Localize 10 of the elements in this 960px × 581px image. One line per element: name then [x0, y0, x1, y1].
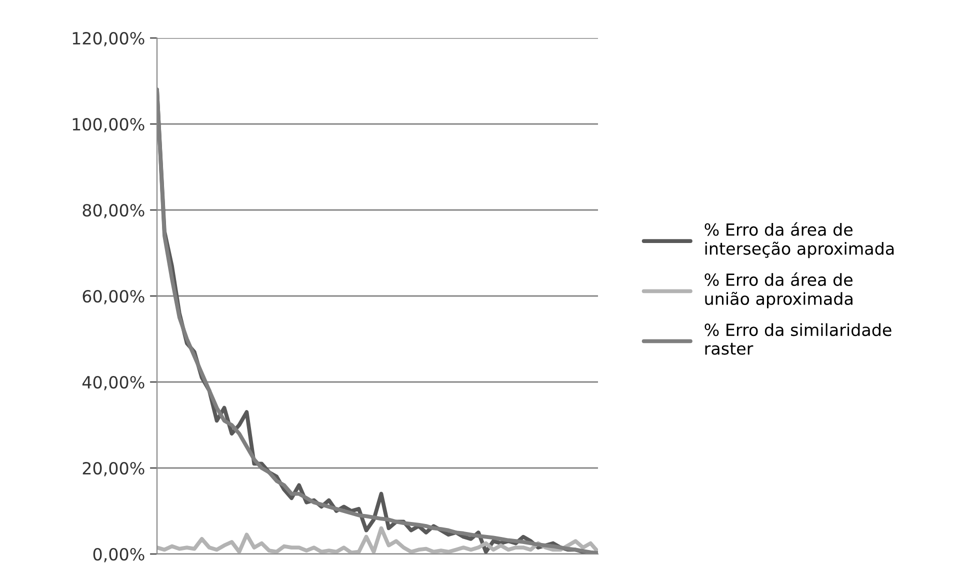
y-tick-label: 120,00%: [72, 32, 144, 46]
y-tick-label: 40,00%: [82, 376, 144, 390]
legend-label: % Erro da área de interseção aproximada: [704, 222, 894, 258]
y-tick-label: 80,00%: [82, 204, 144, 218]
legend-label: % Erro da similaridade raster: [704, 323, 892, 355]
y-tick-label: 20,00%: [82, 462, 144, 476]
y-tick-label: 60,00%: [82, 290, 144, 304]
y-tick-label: 0,00%: [93, 548, 144, 562]
y-tick-label: 100,00%: [72, 118, 144, 132]
legend-label: % Erro da área de união aproximada: [704, 272, 852, 308]
